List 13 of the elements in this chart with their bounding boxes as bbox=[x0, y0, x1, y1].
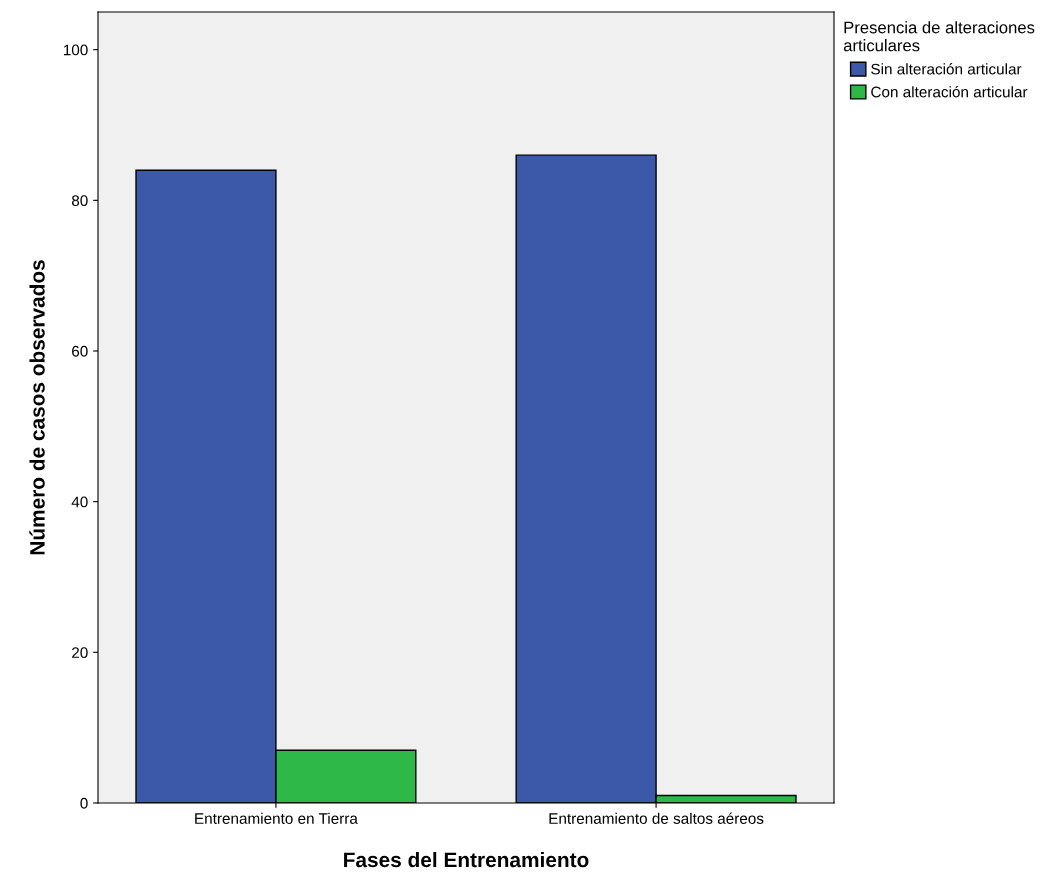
y-tick-label: 100 bbox=[63, 44, 88, 56]
y-tick-label: 20 bbox=[72, 647, 88, 659]
y-tick-label: 80 bbox=[71, 195, 88, 207]
legend-label: Con alteración articular bbox=[871, 85, 1028, 98]
y-axis-title: Número de casos observados bbox=[29, 260, 45, 555]
legend-title: Presencia de alteraciones articulares bbox=[843, 21, 1035, 52]
x-tick-label: Entrenamiento en Tierra bbox=[195, 812, 358, 824]
legend-label: Sin alteración articular bbox=[871, 63, 1022, 75]
x-tick-label: Entrenamiento de saltos aéreos bbox=[549, 812, 764, 824]
y-tick-label: 60 bbox=[72, 345, 88, 357]
y-tick-label: 40 bbox=[71, 496, 88, 508]
x-axis-title: Fases del Entrenamiento bbox=[344, 851, 589, 868]
y-tick-label: 0 bbox=[80, 797, 88, 809]
